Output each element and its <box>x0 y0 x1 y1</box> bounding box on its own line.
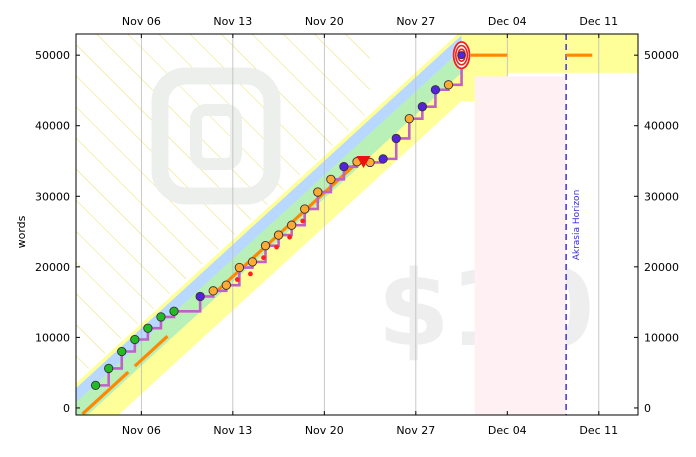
data-point <box>117 346 127 357</box>
data-point <box>143 323 153 333</box>
watermark-frame <box>151 67 281 205</box>
goal-band <box>461 34 638 73</box>
y-tick-label-right: 50000 <box>644 49 679 62</box>
data-point <box>221 280 231 290</box>
x-tick-label-bottom: Nov 27 <box>396 424 435 437</box>
x-tick-label-top: Nov 13 <box>213 15 252 28</box>
data-point <box>104 363 114 374</box>
road-dash <box>81 370 130 415</box>
data-point <box>208 286 218 296</box>
entry-dot <box>234 277 240 282</box>
y-tick-label-left: 10000 <box>35 331 70 344</box>
data-point <box>313 187 323 197</box>
y-tick-label-left: 0 <box>63 402 70 415</box>
data-point <box>273 230 284 240</box>
x-tick-label-top: Nov 06 <box>122 15 161 28</box>
y-tick-label-right: 10000 <box>644 331 679 344</box>
y-tick-label-left: 20000 <box>35 261 70 274</box>
entry-dot <box>261 255 266 261</box>
y-tick-label-right: 20000 <box>644 261 679 274</box>
entry-dot <box>287 234 293 240</box>
x-tick-label-top: Nov 27 <box>396 15 435 28</box>
plot-frame <box>75 33 639 416</box>
y-tick-label-right: 0 <box>644 402 651 415</box>
x-tick-label-bottom: Dec 04 <box>488 424 527 437</box>
y-tick-label-left: 50000 <box>35 49 70 62</box>
derail-marker <box>356 156 371 168</box>
data-point <box>234 262 245 273</box>
akrasia-horizon-label: Akrasia Horizon <box>572 190 582 261</box>
road-dash <box>133 335 169 368</box>
y-tick-label-left: 40000 <box>35 120 70 133</box>
data-point <box>326 174 336 184</box>
data-point <box>260 241 271 251</box>
data-point <box>430 85 441 95</box>
x-tick-label-bottom: Nov 06 <box>122 424 161 437</box>
data-point <box>443 80 454 90</box>
data-point <box>90 380 101 391</box>
x-tick-label-top: Nov 20 <box>305 15 344 28</box>
data-point <box>404 114 414 124</box>
data-point <box>417 102 427 112</box>
entry-dot <box>248 271 253 277</box>
y-tick-label-left: 30000 <box>35 190 70 203</box>
y-tick-label-right: 40000 <box>644 120 679 133</box>
data-point <box>156 312 166 322</box>
y-axis-label: words <box>15 215 28 248</box>
data-point <box>247 257 258 267</box>
x-tick-label-top: Dec 04 <box>488 15 527 28</box>
data-point <box>287 220 297 230</box>
watermark-frame-inner <box>190 104 242 170</box>
data-step-line <box>95 55 463 387</box>
x-tick-label-top: Dec 11 <box>579 15 618 28</box>
x-tick-label-bottom: Dec 11 <box>579 424 618 437</box>
data-point <box>300 204 310 214</box>
data-point <box>378 154 388 164</box>
x-tick-label-bottom: Nov 13 <box>213 424 252 437</box>
data-point <box>339 161 349 172</box>
y-tick-label-right: 30000 <box>644 190 679 203</box>
data-point <box>391 133 401 144</box>
entry-dot <box>274 244 279 250</box>
x-tick-label-bottom: Nov 20 <box>305 424 344 437</box>
entry-dot <box>300 218 306 224</box>
data-point <box>130 334 140 345</box>
future-region <box>474 76 567 415</box>
hatched-region <box>76 34 371 380</box>
data-point <box>457 51 466 60</box>
data-point <box>195 291 205 302</box>
data-point <box>169 306 179 316</box>
